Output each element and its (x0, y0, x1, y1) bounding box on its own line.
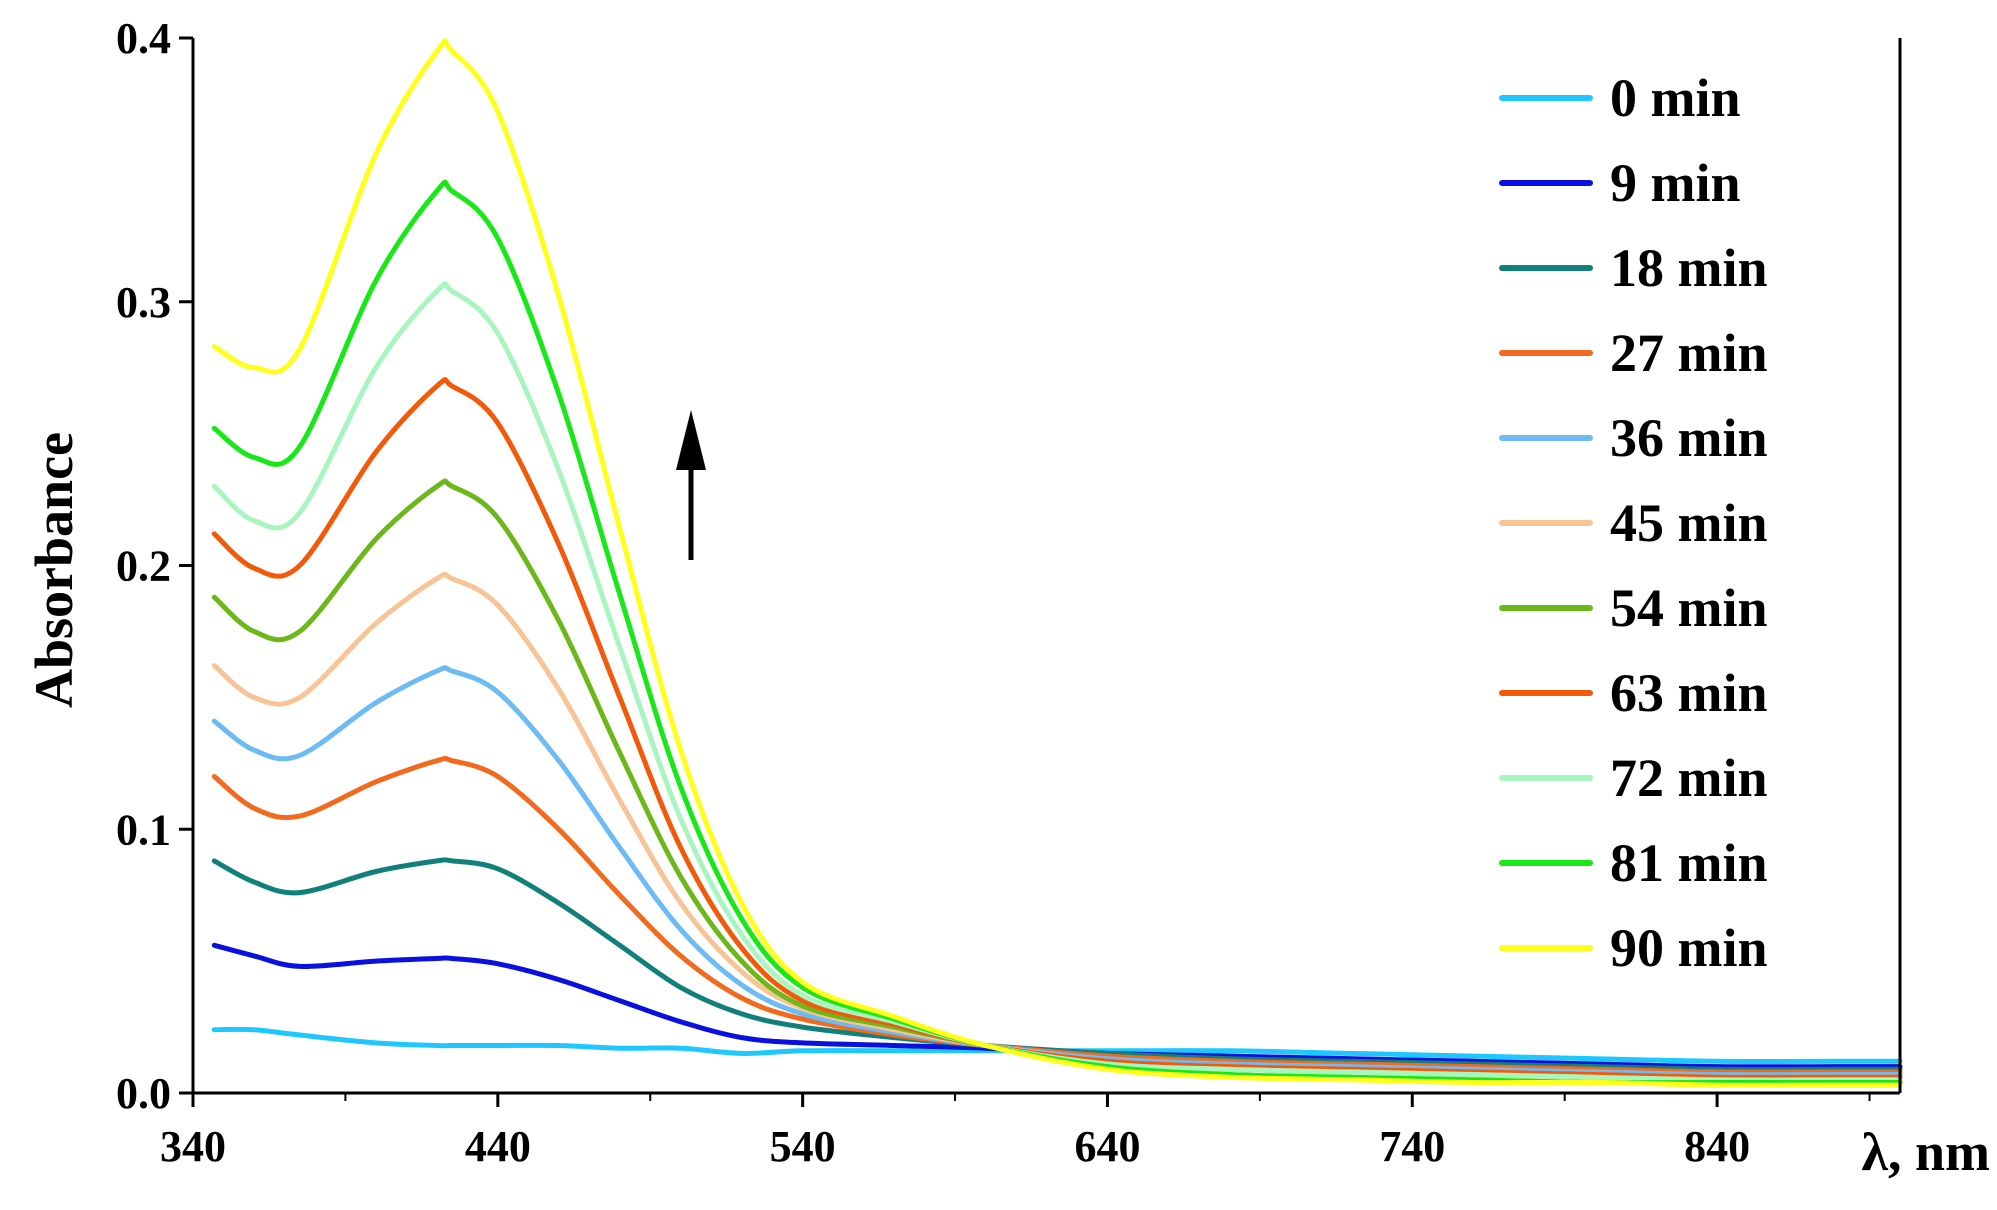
series-line-27-min (211, 755, 1903, 1075)
series-line-63-min (211, 377, 1903, 1080)
series-line-18-min (211, 857, 1903, 1072)
legend-label-90-min: 90 min (1610, 918, 1768, 978)
legend-label-18-min: 18 min (1610, 238, 1768, 298)
x-tick-label-840: 840 (1684, 1122, 1750, 1171)
y-tick-label-0.1: 0.1 (116, 805, 171, 854)
series-line-72-min (211, 281, 1903, 1083)
series-line-36-min (211, 665, 1903, 1078)
legend-label-45-min: 45 min (1610, 493, 1768, 553)
up-arrow-head (676, 410, 706, 470)
axes-layer (179, 36, 1902, 1107)
y-tick-label-0.0: 0.0 (116, 1069, 171, 1118)
legend-label-54-min: 54 min (1610, 578, 1768, 638)
legend-label-9-min: 9 min (1610, 153, 1741, 213)
x-tick-label-340: 340 (160, 1122, 226, 1171)
legend-label-0-min: 0 min (1610, 68, 1741, 128)
x-tick-label-440: 440 (465, 1122, 531, 1171)
series-line-0-min (211, 1026, 1903, 1065)
legend-label-27-min: 27 min (1610, 323, 1768, 383)
series-layer (211, 38, 1903, 1088)
x-tick-label-540: 540 (770, 1122, 836, 1171)
y-axis-title: Absorbance (24, 432, 84, 708)
labels-layer: 340 440 540 640 740 840 0.0 0.1 0.2 0.3 0.4 λ, nm Ab… (24, 14, 1990, 1182)
series-line-90-min (211, 38, 1903, 1088)
x-tick-label-640: 640 (1074, 1122, 1140, 1171)
legend-label-72-min: 72 min (1610, 748, 1768, 808)
x-tick-label-740: 740 (1379, 1122, 1445, 1171)
x-axis-title: λ, nm (1861, 1122, 1990, 1182)
legend-label-36-min: 36 min (1610, 408, 1768, 468)
legend: 0 min 9 min 18 min 27 min 36 min 45 min 54 min… (1499, 68, 1768, 978)
y-tick-label-0.3: 0.3 (116, 278, 171, 327)
series-line-9-min (211, 942, 1903, 1070)
legend-label-63-min: 63 min (1610, 663, 1768, 723)
annotation-layer (676, 410, 706, 560)
legend-label-81-min: 81 min (1610, 833, 1768, 893)
y-tick-label-0.4: 0.4 (116, 14, 171, 63)
y-tick-label-0.2: 0.2 (116, 542, 171, 591)
